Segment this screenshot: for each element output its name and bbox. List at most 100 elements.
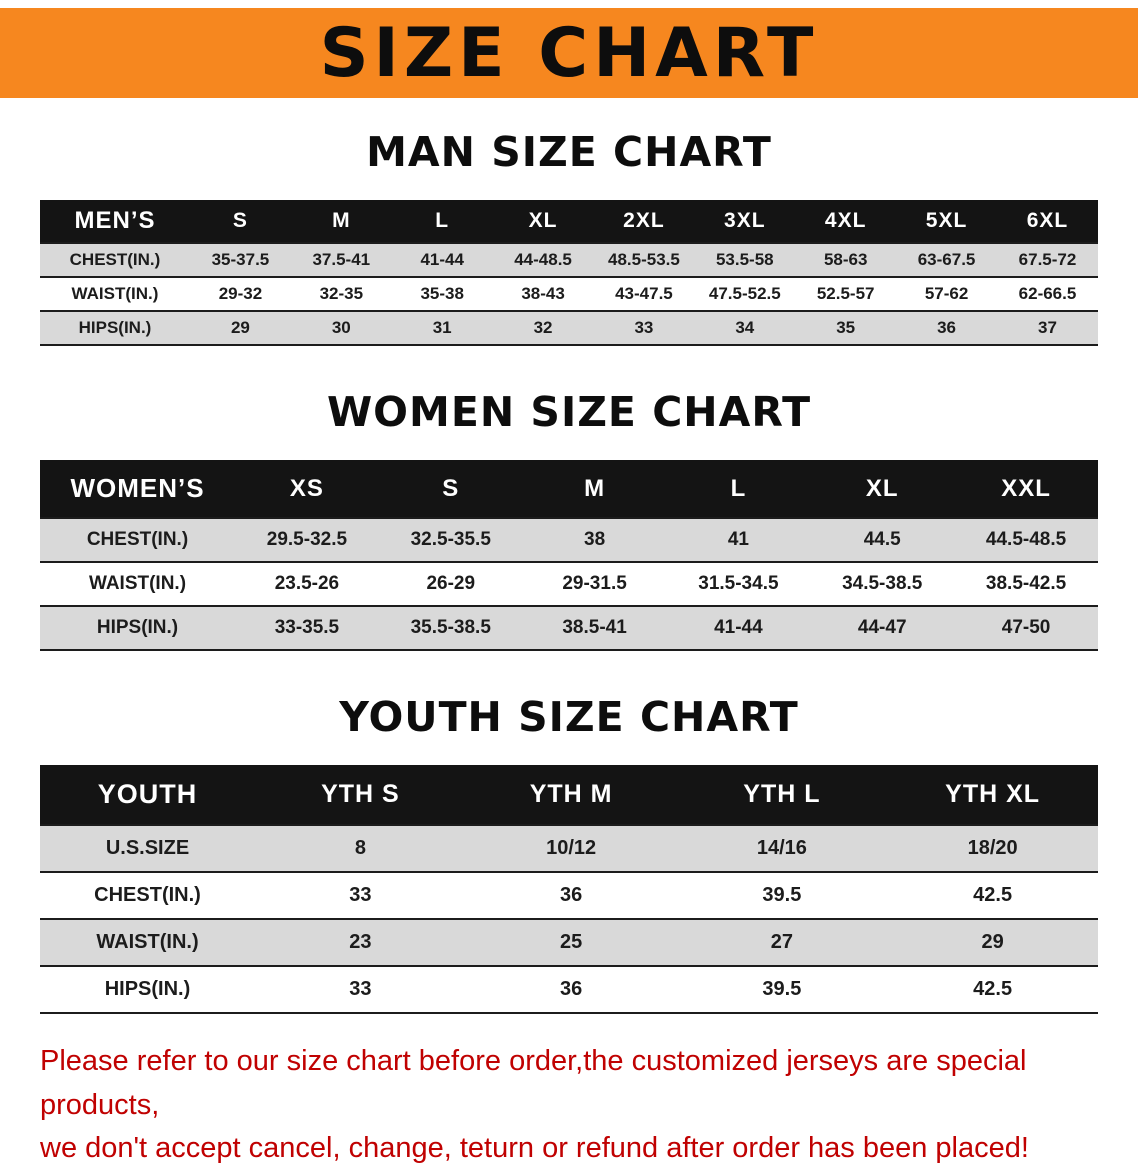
size-value: 32-35	[290, 276, 392, 311]
size-value: 39.5	[676, 871, 888, 919]
row-label: WAIST(IN.)	[40, 918, 255, 966]
table-row: HIPS(IN.) 33 36 39.5 42.5	[40, 965, 1098, 1013]
row-label: WAIST(IN.)	[40, 276, 190, 311]
size-value: 29	[190, 310, 291, 345]
size-value: 33-35.5	[235, 605, 379, 650]
table-row: CHEST(IN.) 35-37.5 37.5-41 41-44 44-48.5 48.5…	[40, 242, 1098, 277]
size-value: 35-37.5	[190, 242, 291, 277]
size-value: 23.5-26	[235, 561, 379, 606]
footer-note: Please refer to our size chart before or…	[0, 1040, 1138, 1171]
table-corner-label: WOMEN’S	[40, 460, 235, 518]
size-value: 42.5	[887, 871, 1098, 919]
size-value: 26-29	[378, 561, 523, 606]
banner: SIZE CHART	[0, 8, 1138, 98]
youth-section-heading: YOUTH SIZE CHART	[339, 693, 799, 741]
size-value: 29-32	[190, 276, 291, 311]
table-corner-label: YOUTH	[40, 765, 255, 825]
size-value: 42.5	[887, 965, 1098, 1013]
size-column-header: 3XL	[694, 200, 796, 243]
size-value: 44-48.5	[492, 242, 594, 277]
table-row: WAIST(IN.) 29-32 32-35 35-38 38-43 43-47.5 47.…	[40, 276, 1098, 311]
size-value: 29-31.5	[522, 561, 667, 606]
size-value: 31.5-34.5	[666, 561, 811, 606]
women-size-table: WOMEN’S XS S M L XL XXL CHEST(IN.) 29.5-32.5 32.5…	[40, 460, 1098, 651]
size-value: 43-47.5	[593, 276, 695, 311]
size-column-header: YTH L	[676, 765, 888, 825]
size-value: 53.5-58	[694, 242, 796, 277]
size-column-header: M	[522, 460, 667, 518]
women-section-heading: WOMEN SIZE CHART	[326, 388, 812, 436]
women-size-section: WOMEN SIZE CHART WOMEN’S XS S M L XL XXL CHEST(…	[0, 388, 1138, 651]
size-column-header: YTH M	[465, 765, 677, 825]
page-title: SIZE CHART	[319, 13, 819, 93]
size-value: 47.5-52.5	[694, 276, 796, 311]
size-column-header: 6XL	[997, 200, 1098, 243]
size-value: 38.5-42.5	[954, 561, 1098, 606]
size-value: 44-47	[810, 605, 955, 650]
table-header-row: WOMEN’S XS S M L XL XXL	[40, 460, 1098, 518]
row-label: HIPS(IN.)	[40, 605, 235, 650]
size-value: 57-62	[896, 276, 997, 311]
size-value: 67.5-72	[997, 242, 1098, 277]
size-value: 58-63	[795, 242, 897, 277]
size-value: 41	[666, 517, 811, 562]
table-row: U.S.SIZE 8 10/12 14/16 18/20	[40, 824, 1098, 872]
row-label: HIPS(IN.)	[40, 965, 255, 1013]
size-column-header: 4XL	[795, 200, 897, 243]
table-row: HIPS(IN.) 33-35.5 35.5-38.5 38.5-41 41-44 44-…	[40, 605, 1098, 650]
size-value: 8	[255, 824, 466, 872]
size-value: 37.5-41	[290, 242, 392, 277]
size-value: 34	[694, 310, 796, 345]
size-chart-page: SIZE CHART MAN SIZE CHART MEN’S S M L XL 2XL 3…	[0, 8, 1138, 1171]
footer-line-2: we don't accept cancel, change, teturn o…	[40, 1132, 1029, 1164]
size-value: 33	[255, 871, 466, 919]
size-value: 10/12	[465, 824, 677, 872]
size-column-header: YTH XL	[887, 765, 1098, 825]
size-value: 35-38	[391, 276, 493, 311]
size-column-header: 2XL	[593, 200, 695, 243]
size-value: 38	[522, 517, 667, 562]
size-value: 36	[465, 871, 677, 919]
size-value: 38.5-41	[522, 605, 667, 650]
size-value: 18/20	[887, 824, 1098, 872]
size-value: 35.5-38.5	[378, 605, 523, 650]
size-value: 31	[391, 310, 493, 345]
row-label: HIPS(IN.)	[40, 310, 190, 345]
table-row: WAIST(IN.) 23.5-26 26-29 29-31.5 31.5-34.5 34…	[40, 561, 1098, 606]
size-column-header: XXL	[954, 460, 1098, 518]
size-column-header: XL	[810, 460, 955, 518]
table-header-row: MEN’S S M L XL 2XL 3XL 4XL 5XL 6XL	[40, 200, 1098, 243]
row-label: CHEST(IN.)	[40, 517, 235, 562]
size-value: 52.5-57	[795, 276, 897, 311]
size-value: 25	[465, 918, 677, 966]
size-value: 41-44	[666, 605, 811, 650]
row-label: WAIST(IN.)	[40, 561, 235, 606]
size-value: 30	[290, 310, 392, 345]
row-label: CHEST(IN.)	[40, 871, 255, 919]
size-value: 23	[255, 918, 466, 966]
size-value: 14/16	[676, 824, 888, 872]
footer-line-1: Please refer to our size chart before or…	[40, 1045, 1027, 1121]
size-value: 39.5	[676, 965, 888, 1013]
table-row: HIPS(IN.) 29 30 31 32 33 34 35 36 37	[40, 310, 1098, 345]
size-column-header: L	[391, 200, 493, 243]
size-value: 63-67.5	[896, 242, 997, 277]
size-value: 35	[795, 310, 897, 345]
size-column-header: M	[290, 200, 392, 243]
size-value: 32.5-35.5	[378, 517, 523, 562]
size-value: 47-50	[954, 605, 1098, 650]
men-size-section: MAN SIZE CHART MEN’S S M L XL 2XL 3XL 4XL 5XL 6XL…	[0, 128, 1138, 346]
size-column-header: YTH S	[255, 765, 466, 825]
size-value: 44.5-48.5	[954, 517, 1098, 562]
size-value: 36	[896, 310, 997, 345]
size-value: 33	[593, 310, 695, 345]
size-value: 37	[997, 310, 1098, 345]
size-value: 48.5-53.5	[593, 242, 695, 277]
youth-size-section: YOUTH SIZE CHART YOUTH YTH S YTH M YTH L YTH…	[0, 693, 1138, 1014]
size-value: 27	[676, 918, 888, 966]
size-value: 38-43	[492, 276, 594, 311]
men-section-heading: MAN SIZE CHART	[366, 128, 772, 176]
size-value: 41-44	[391, 242, 493, 277]
size-value: 36	[465, 965, 677, 1013]
table-header-row: YOUTH YTH S YTH M YTH L YTH XL	[40, 765, 1098, 825]
